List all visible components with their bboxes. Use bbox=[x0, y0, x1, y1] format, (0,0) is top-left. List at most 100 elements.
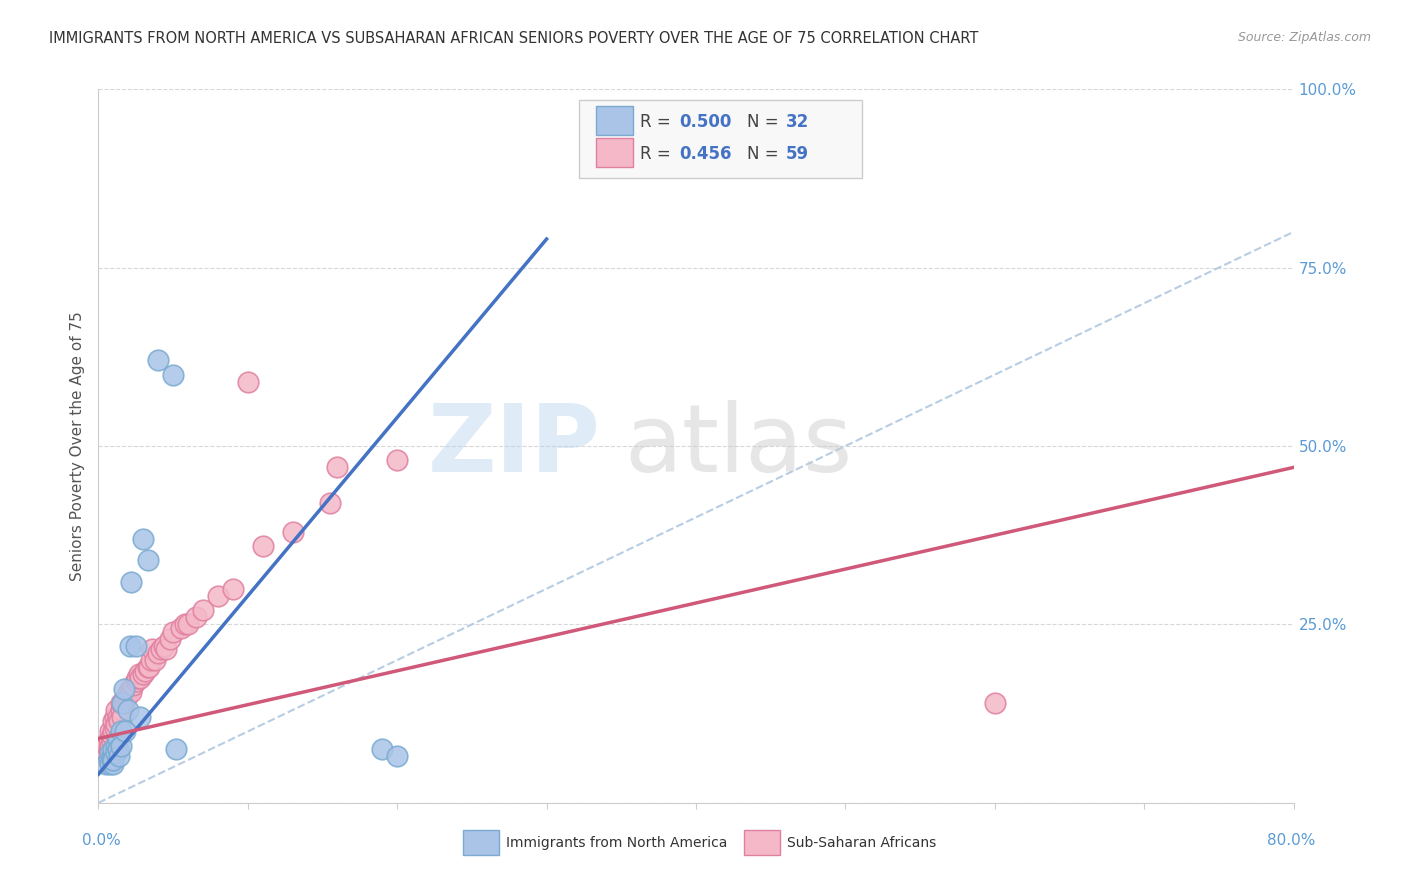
Point bbox=[98, 746, 122, 760]
Point bbox=[326, 460, 349, 475]
Point bbox=[103, 756, 125, 771]
Point bbox=[118, 681, 141, 696]
Point bbox=[98, 739, 122, 753]
Point bbox=[114, 724, 136, 739]
Y-axis label: Seniors Poverty Over the Age of 75: Seniors Poverty Over the Age of 75 bbox=[69, 311, 84, 581]
Point bbox=[110, 696, 132, 710]
Point bbox=[105, 703, 128, 717]
Point bbox=[115, 689, 138, 703]
Text: ZIP: ZIP bbox=[427, 400, 600, 492]
Point bbox=[148, 646, 170, 660]
Point bbox=[177, 617, 200, 632]
Point bbox=[103, 753, 125, 767]
Point bbox=[105, 746, 128, 760]
Point bbox=[111, 710, 134, 724]
Point bbox=[162, 624, 184, 639]
Point bbox=[94, 756, 117, 771]
Point bbox=[136, 660, 159, 674]
Point bbox=[984, 696, 1007, 710]
Text: N =: N = bbox=[747, 113, 783, 131]
Point bbox=[97, 753, 120, 767]
Point bbox=[319, 496, 342, 510]
Text: 32: 32 bbox=[786, 113, 810, 131]
Point bbox=[117, 703, 139, 717]
Point bbox=[101, 749, 124, 764]
Point bbox=[138, 660, 160, 674]
Point bbox=[112, 681, 135, 696]
Point bbox=[139, 653, 162, 667]
Text: 0.0%: 0.0% bbox=[82, 833, 121, 847]
Point bbox=[114, 692, 136, 706]
Point bbox=[104, 710, 127, 724]
Point bbox=[107, 710, 129, 724]
Point bbox=[108, 714, 131, 728]
Text: 0.500: 0.500 bbox=[679, 113, 731, 131]
Point bbox=[93, 746, 115, 760]
Point bbox=[236, 375, 259, 389]
Point bbox=[127, 671, 149, 685]
Point bbox=[191, 603, 214, 617]
Point bbox=[103, 714, 125, 728]
Point bbox=[107, 731, 129, 746]
Point bbox=[98, 724, 122, 739]
Point bbox=[97, 742, 120, 756]
Point bbox=[105, 717, 128, 731]
Point bbox=[121, 678, 143, 692]
Text: R =: R = bbox=[640, 145, 676, 163]
Point bbox=[169, 621, 191, 635]
Point bbox=[132, 532, 155, 546]
Point bbox=[136, 553, 159, 567]
Point bbox=[134, 664, 156, 678]
Point bbox=[125, 674, 148, 689]
Point bbox=[165, 742, 187, 756]
Point bbox=[385, 749, 409, 764]
Point bbox=[153, 639, 176, 653]
Point bbox=[111, 696, 134, 710]
Point bbox=[110, 703, 132, 717]
Text: 80.0%: 80.0% bbox=[1267, 833, 1315, 847]
Point bbox=[117, 685, 139, 699]
Point bbox=[107, 742, 129, 756]
Point bbox=[141, 642, 163, 657]
Point bbox=[118, 639, 141, 653]
Text: Source: ZipAtlas.com: Source: ZipAtlas.com bbox=[1237, 31, 1371, 45]
Point bbox=[252, 539, 274, 553]
Point bbox=[97, 731, 120, 746]
Point bbox=[150, 642, 173, 657]
Point bbox=[148, 353, 170, 368]
Text: Immigrants from North America: Immigrants from North America bbox=[506, 836, 727, 850]
Point bbox=[103, 742, 125, 756]
Point bbox=[112, 696, 135, 710]
Point bbox=[281, 524, 304, 539]
Point bbox=[96, 749, 118, 764]
Point bbox=[110, 724, 132, 739]
Point bbox=[101, 728, 124, 742]
Point bbox=[184, 610, 207, 624]
Point bbox=[101, 735, 124, 749]
Point bbox=[103, 749, 125, 764]
Point bbox=[98, 756, 122, 771]
Point bbox=[222, 582, 245, 596]
Text: Sub-Saharan Africans: Sub-Saharan Africans bbox=[787, 836, 936, 850]
Point bbox=[155, 642, 177, 657]
Point bbox=[129, 671, 152, 685]
Point bbox=[132, 667, 155, 681]
Point bbox=[174, 617, 197, 632]
Point bbox=[110, 739, 132, 753]
Point bbox=[143, 653, 166, 667]
Point bbox=[129, 710, 152, 724]
Point bbox=[101, 753, 124, 767]
Point bbox=[120, 574, 142, 589]
Text: atlas: atlas bbox=[624, 400, 852, 492]
Point bbox=[125, 639, 148, 653]
Point bbox=[128, 667, 150, 681]
Point bbox=[159, 632, 181, 646]
Point bbox=[162, 368, 184, 382]
Text: 59: 59 bbox=[786, 145, 808, 163]
Point bbox=[371, 742, 394, 756]
Point bbox=[104, 721, 127, 735]
Text: R =: R = bbox=[640, 113, 676, 131]
Point bbox=[91, 749, 114, 764]
Text: 0.456: 0.456 bbox=[679, 145, 731, 163]
Point bbox=[120, 685, 142, 699]
